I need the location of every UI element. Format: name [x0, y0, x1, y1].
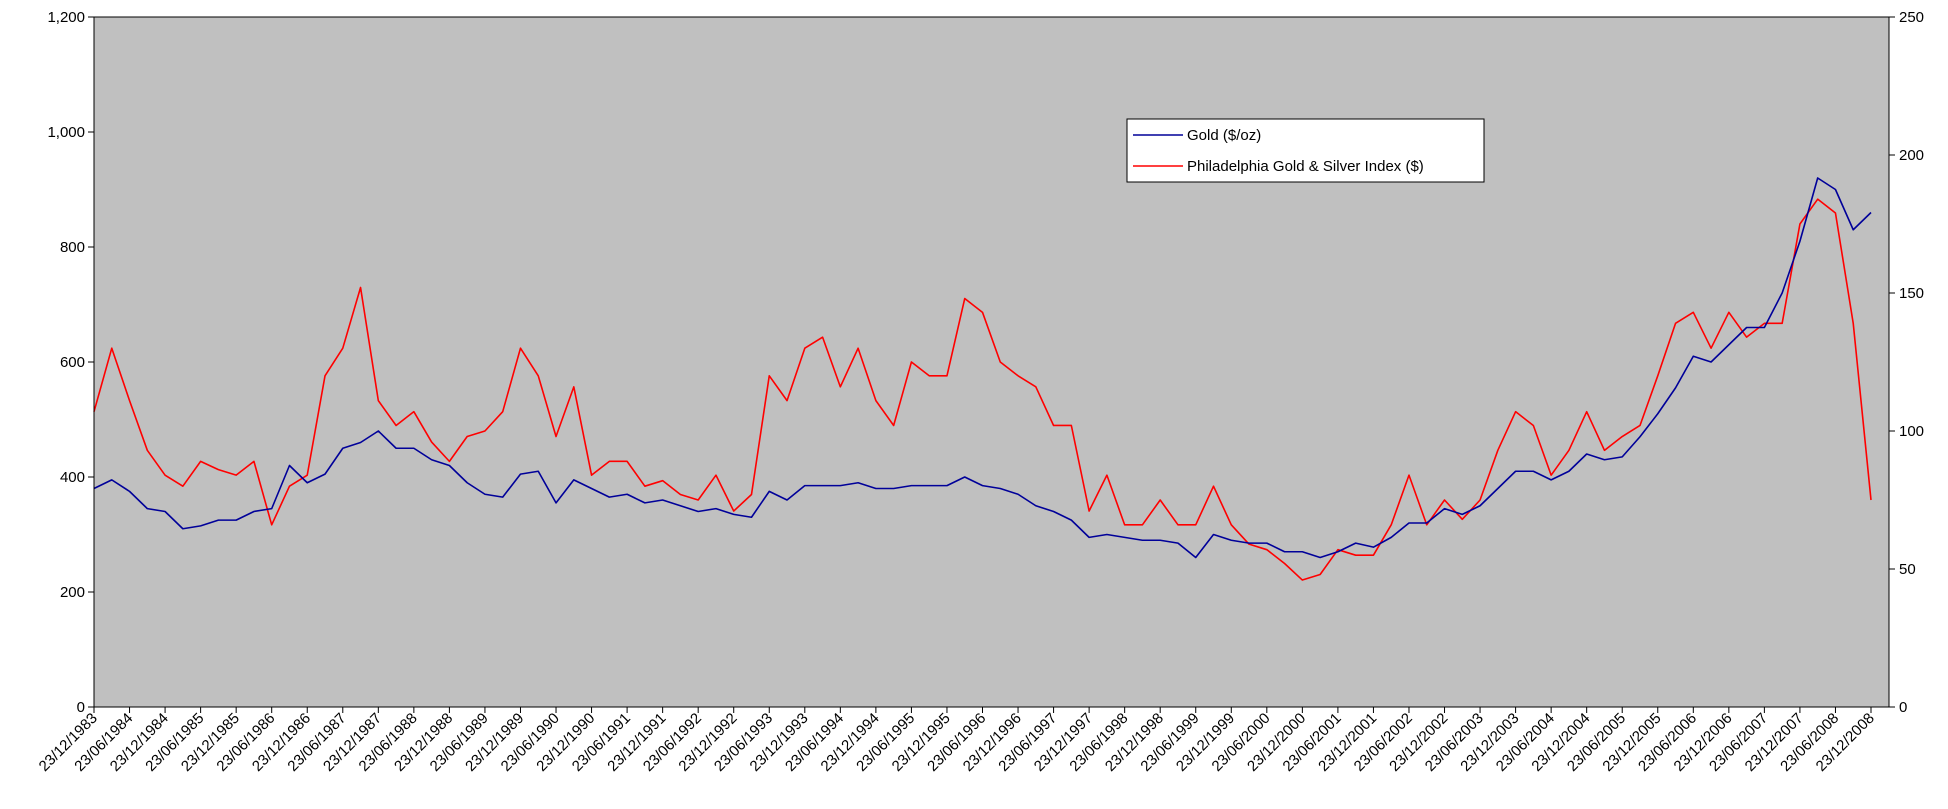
- y-tick-label: 800: [60, 239, 85, 256]
- legend-box: [1126, 118, 1485, 183]
- plot-frame: [93, 16, 1890, 708]
- series-line: [93, 198, 1872, 581]
- legend-label: Philadelphia Gold & Silver Index ($): [1187, 158, 1424, 175]
- plot-background: [93, 16, 1890, 708]
- y-tick-label: 600: [60, 354, 85, 371]
- y2-tick-label: 250: [1899, 9, 1924, 26]
- y2-tick-label: 200: [1899, 147, 1924, 164]
- y-tick-label: 1,000: [47, 124, 85, 141]
- series-line: [93, 177, 1872, 559]
- y-tick-label: 400: [60, 469, 85, 486]
- y2-tick-label: 50: [1899, 561, 1916, 578]
- y-tick-label: 1,200: [47, 9, 85, 26]
- legend: Gold ($/oz) Philadelphia Gold & Silver In…: [1126, 118, 1485, 183]
- y2-tick-label: 150: [1899, 285, 1924, 302]
- legend-label: Gold ($/oz): [1187, 127, 1261, 144]
- y2-tick-label: 0: [1899, 699, 1907, 716]
- y2-tick-label: 100: [1899, 423, 1924, 440]
- y-tick-label: 0: [77, 699, 85, 716]
- y-tick-label: 200: [60, 584, 85, 601]
- plot-area: 02004006008001,0001,20005010015020025023…: [36, 9, 1924, 775]
